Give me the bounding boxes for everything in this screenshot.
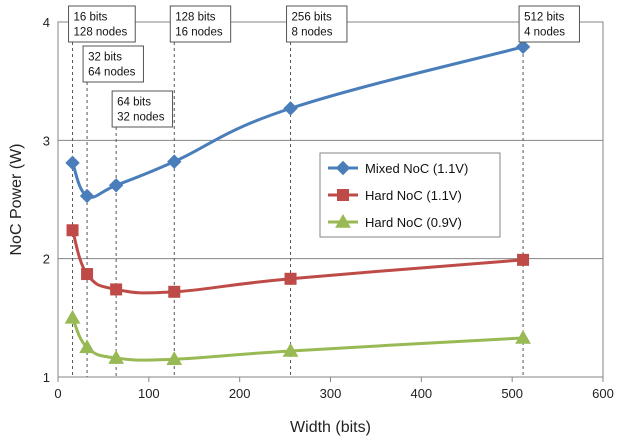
legend: Mixed NoC (1.1V) Hard NoC (1.1V) Hard NoC …: [319, 152, 501, 238]
annotation-box: 128 bits 16 nodes: [169, 5, 232, 43]
data-point: [515, 39, 531, 55]
data-point: [79, 339, 95, 354]
data-point: [515, 329, 531, 344]
data-point: [282, 342, 299, 357]
series-line: [71, 317, 524, 362]
x-tick-label: 100: [138, 386, 160, 401]
annotation-boxes: 16 bits 128 nodes 32 bits 64 nodes 64 bits 32…: [68, 5, 580, 128]
legend-entry: Hard NoC (1.1V): [328, 188, 462, 203]
data-point: [517, 253, 530, 266]
legend-label: Hard NoC (1.1V): [365, 188, 462, 203]
annotation-frame: [518, 5, 580, 43]
data-point: [79, 188, 95, 204]
annotation-box: 16 bits 128 nodes: [68, 5, 136, 43]
annotation-box: 64 bits 32 nodes: [111, 90, 174, 128]
data-point: [108, 178, 124, 193]
data-point: [283, 101, 298, 116]
data-point: [64, 309, 81, 324]
y-axis-ticks: 1 2 3 4: [43, 15, 50, 385]
annotation-text: 256 bits: [292, 12, 333, 24]
x-tick-label: 400: [410, 386, 432, 401]
annotation-text: 128 bits: [175, 12, 216, 24]
annotation-frame: [286, 5, 348, 43]
series-line: [71, 229, 524, 295]
annotation-box: 32 bits 64 nodes: [82, 45, 144, 83]
x-tick-label: 0: [54, 386, 61, 401]
legend-label: Hard NoC (0.9V): [365, 215, 462, 230]
data-point: [66, 224, 79, 237]
y-tick-label: 3: [43, 133, 50, 148]
annotation-text: 64 nodes: [88, 67, 136, 79]
data-point: [108, 350, 124, 364]
series-3: [64, 309, 531, 365]
data-point: [166, 351, 183, 365]
x-axis-title: Width (bits): [290, 419, 371, 436]
legend-swatch-marker: [337, 189, 349, 201]
y-tick-label: 4: [43, 15, 50, 30]
y-tick-label: 2: [43, 252, 50, 267]
data-point: [110, 283, 123, 296]
annotation-text: 32 bits: [88, 52, 122, 64]
data-point: [284, 272, 297, 285]
y-tick-label: 1: [43, 370, 50, 385]
data-point: [167, 154, 182, 169]
y-axis-title: NoC Power (W): [8, 143, 25, 255]
annotation-text: 32 nodes: [117, 112, 165, 124]
annotation-frame: [82, 45, 144, 83]
x-tick-label: 500: [501, 386, 523, 401]
x-axis-ticks: 0 100 200 300 400 500 600: [54, 377, 614, 401]
annotation-text: 16 nodes: [175, 27, 223, 39]
annotation-box: 256 bits 8 nodes: [286, 5, 348, 43]
annotation-box: 512 bits 4 nodes: [518, 5, 580, 43]
annotation-text: 512 bits: [524, 12, 565, 24]
data-point: [65, 155, 80, 171]
data-point: [81, 268, 94, 281]
annotation-frame: [68, 5, 136, 43]
series-2: [66, 224, 530, 298]
annotation-text: 64 bits: [117, 97, 151, 109]
annotation-text: 4 nodes: [524, 27, 565, 39]
annotation-text: 128 nodes: [74, 27, 128, 39]
legend-entry: Hard NoC (0.9V): [328, 213, 462, 230]
x-tick-label: 600: [592, 386, 614, 401]
annotation-guides: [72, 42, 524, 377]
legend-swatch-marker: [335, 160, 351, 176]
x-tick-label: 200: [229, 386, 251, 401]
legend-label: Mixed NoC (1.1V): [365, 161, 468, 176]
legend-entry: Mixed NoC (1.1V): [328, 160, 468, 176]
annotation-frame: [111, 90, 174, 128]
annotation-frame: [169, 5, 232, 43]
x-tick-label: 300: [320, 386, 342, 401]
series-lines: [64, 39, 531, 365]
annotation-text: 8 nodes: [292, 27, 333, 39]
series-1: [65, 39, 531, 204]
legend-swatch-marker: [335, 213, 351, 228]
data-point: [168, 285, 181, 298]
annotation-text: 16 bits: [74, 12, 108, 24]
